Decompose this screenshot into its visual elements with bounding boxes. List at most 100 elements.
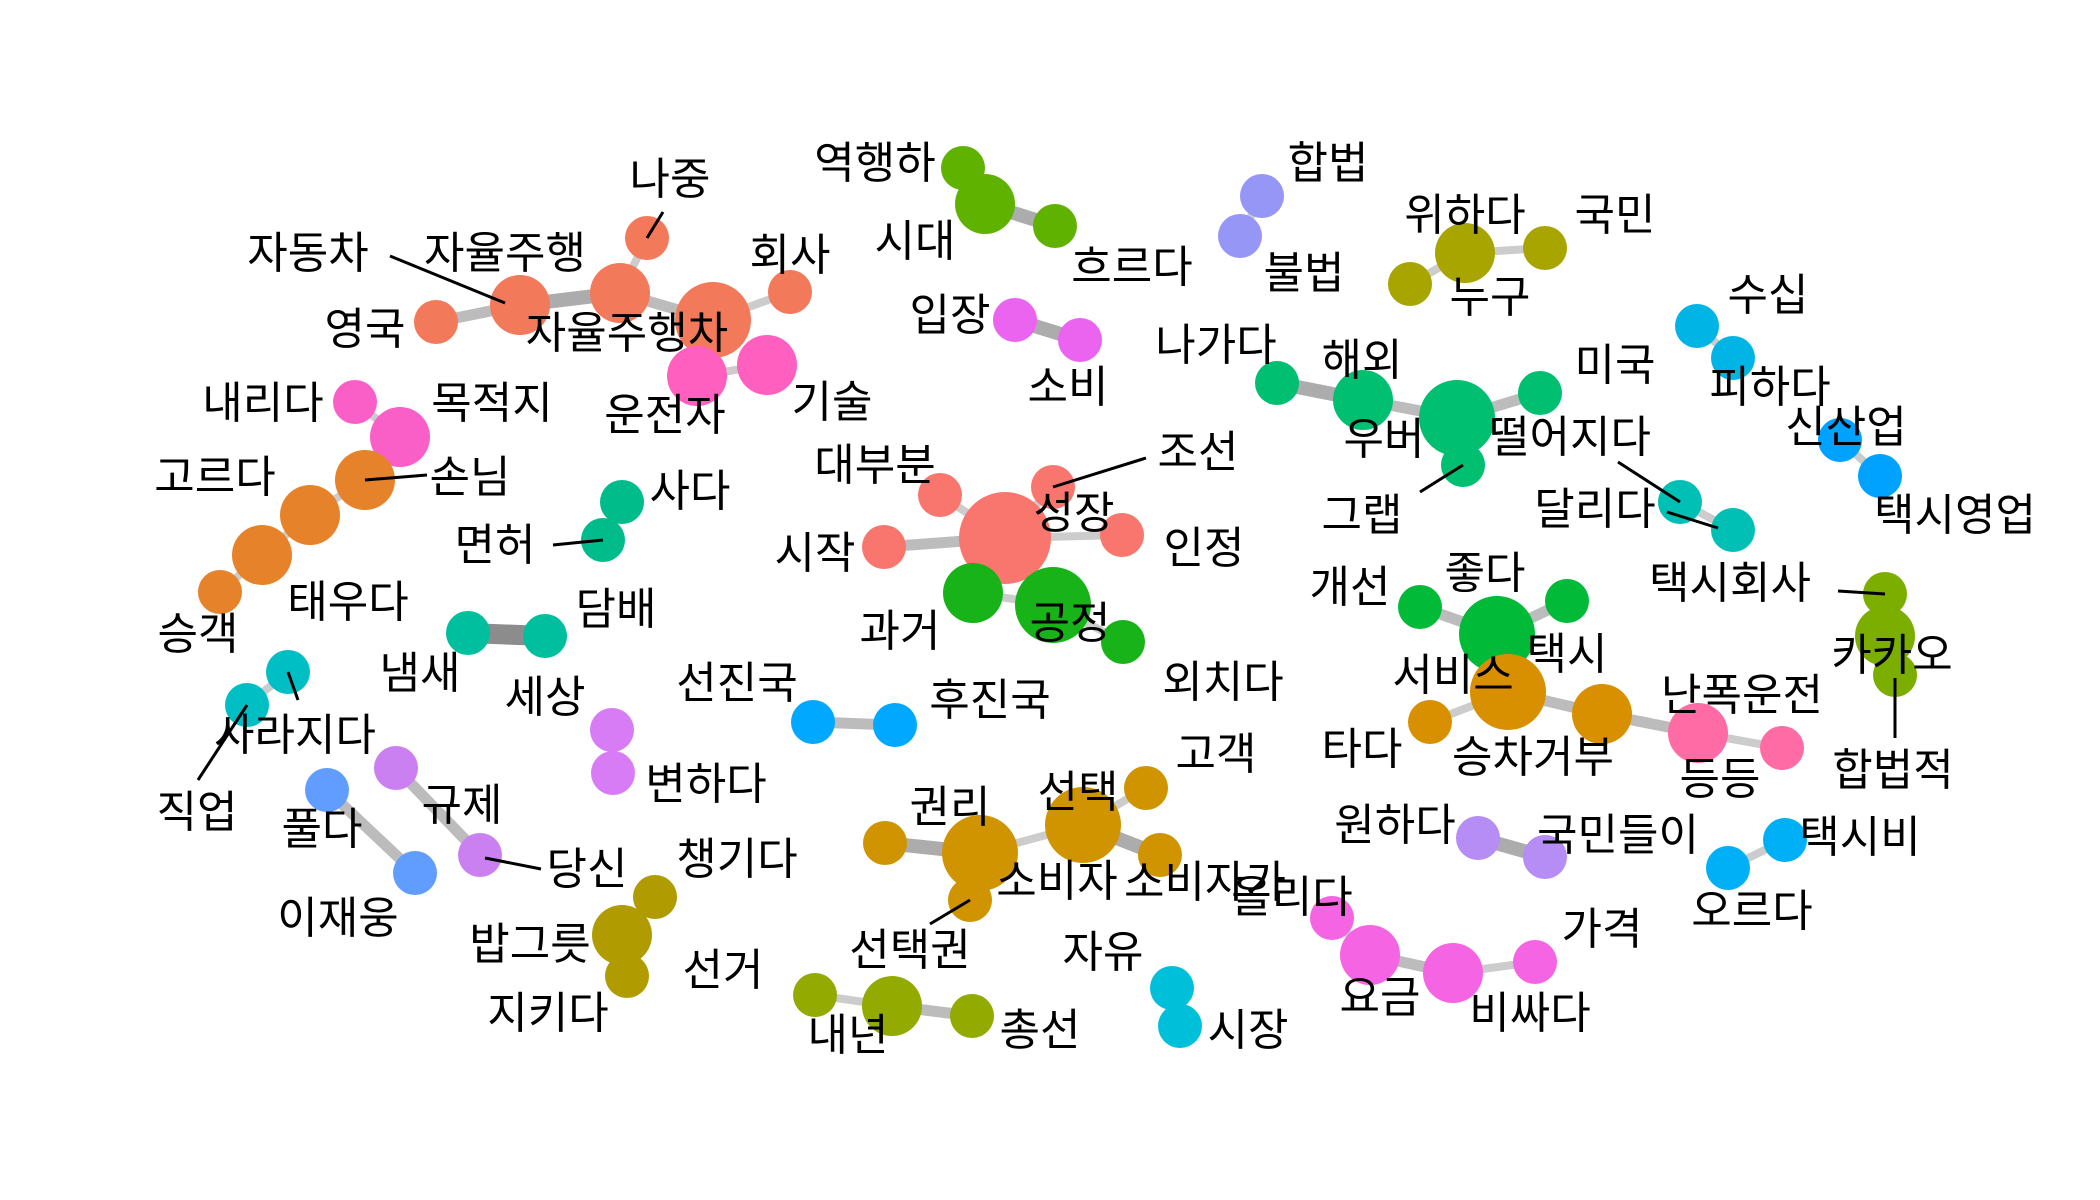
node-eb8bb9ec8ba0 [393,851,437,895]
node-ec98aceba6aceb8ba4 [1310,896,1354,940]
node-ec9b90ed9598eb8ba4 [1456,816,1500,860]
node-ec8898ec8bad [1675,304,1719,348]
node-label-ec8b9cec9ea5: 시장 [1208,1005,1289,1056]
node-eb8884eab5ac [1388,262,1432,306]
node-label-eb82b4eb8584: 내년 [808,1010,889,1061]
node-label-ec9ab0ebb284: 우버 [1344,414,1425,465]
node-ec9db4ec9eacec9b85 [305,768,349,812]
node-label-ecb49dec84a0: 총선 [1000,1005,1081,1056]
node-label-ec868cebb984: 소비 [1028,362,1109,413]
node-ed95a9ebb295eca081 [1873,653,1917,697]
node-ec8b9cec9e91 [862,525,906,569]
node-label-ec9b90ed9598eb8ba4: 원하다 [1334,800,1455,851]
node-ed94bced9598eb8ba4 [1711,336,1755,380]
node-label-eb8298eca491: 나중 [630,154,711,205]
node-ed839dec8b9cebb984 [1763,818,1807,862]
node-label-ec97aded9689ed9598: 역행하 [814,138,935,189]
node-label-ec868cebb984ec9e90: 소비자 [996,856,1117,907]
node-label-eb8298eab080eb8ba4: 나가다 [1155,320,1276,371]
node-label-ebb984ec8bb8eb8ba4: 비싸다 [1469,988,1590,1039]
node-label-ec8b9ceb8c80: 시대 [875,216,956,267]
node-ed839dec8b9cec9881ec9785 [1858,454,1902,498]
node-label-ed9280eb8ba4: 풀다 [282,804,363,855]
node-eab3a0eba5b4eb8ba4 [280,485,340,545]
leader-line-ed839dec8b9ced9a8cec82ac [1837,589,1886,596]
node-label-eab3b5eca095: 공정 [1030,598,1111,649]
node-eb8baceba6aceb8ba4 [1711,508,1755,552]
node-ec9881eab5ad [414,300,458,344]
node-eb8298eab080eb8ba4 [1255,361,1299,405]
node-label-ebb0a5eab7b8eba687: 밥그릇 [469,919,590,970]
node-ec9e90eb8f99ecb0a8 [490,275,550,335]
node-label-ed95a9ebb295eca081: 합법적 [1832,745,1953,796]
leader-line-ec82aceb9dbceca780eb8ba4 [286,671,300,701]
node-label-eb93b1eb93b1: 등등 [1680,754,1761,805]
node-ec868cebb984 [1058,318,1102,362]
node-label-ed95a9ebb295: 합법 [1288,138,1369,189]
node-label-ebb688ebb295: 불법 [1264,248,1345,299]
node-label-ecb9b4ecb9b4ec98a4: 카카오 [1831,630,1952,681]
node-label-ec868cebb984ec9e90eab080: 소비자가 [1124,857,1286,908]
node-label-ec82aceb8ba4: 사다 [650,466,731,517]
node-label-eb829ced8fadec9ab4eca084: 난폭운전 [1661,670,1823,721]
node-eb8384ec8388 [446,611,490,655]
node-ec8ab9ecb0a8eab1b0ebb680 [1572,684,1632,744]
node-ed95a9ebb295 [1240,174,1284,218]
node-ec9c84ed9598eb8ba4 [1435,223,1495,283]
node-label-eab3bceab1b0: 과거 [860,606,941,657]
leader-line-eba9b4ed9788 [552,538,604,547]
label-leader-lines [196,211,1897,926]
node-ec99b8ecb998eb8ba4 [1101,620,1145,664]
node-ec84b1ec9ea5 [959,492,1051,584]
node-eb93b1eb93b1 [1760,726,1804,770]
node-ec9db8eca095 [1100,513,1144,557]
node-label-ecb199eab8b0eb8ba4: 챙기다 [676,834,797,885]
node-ec84a0eca784eab5ad [791,700,835,744]
node-label-eca1b0ec84a0: 조선 [1158,427,1239,478]
node-ecb199eab8b0eb8ba4 [633,875,677,919]
node-ec84a0ed839d [1045,787,1121,863]
node-label-eab3a0eba5b4eb8ba4: 고르다 [154,452,275,503]
node-label-ec8898ec8bad: 수십 [1728,270,1809,321]
node-eab79ceca09c [458,833,502,877]
node-label-ec82aceb9dbceca780eb8ba4: 사라지다 [214,710,376,761]
node-label-ec8b9cec9e91: 시작 [775,528,856,579]
node-label-eab09cec84a0: 개선 [1310,562,1391,613]
node-ecb49dec84a0 [950,994,994,1038]
node-eb82b4eba6aceb8ba4 [333,380,377,424]
node-eca28beb8ba4 [1459,596,1535,672]
node-eab68ceba6ac [863,821,907,865]
node-label-ed839dec8b9c: 택시 [1527,629,1608,680]
node-ed9a8cec82ac [768,270,812,314]
node-label-ec84a0ed839d: 선택 [1038,767,1119,818]
node-label-ec84a0eca784eab5ad: 선진국 [676,658,797,709]
node-ec8ab9eab09d [198,570,242,614]
node-label-ed94bced9598eb8ba4: 피하다 [1709,362,1830,413]
node-ecb9b4ecb9b4ec98a4 [1855,606,1915,666]
node-eb82b4eb8584 [862,976,922,1036]
node-ec9e85ec9ea5 [993,298,1037,342]
node-ed839dec8b9c [1545,579,1589,623]
node-eab3b5eca095 [1015,567,1091,643]
node-ebb380ed9598eb8ba4 [591,751,635,795]
node-label-ec9881eab5ad: 영국 [325,304,406,355]
node-label-ed839dec8b9ced9a8cec82ac: 택시회사 [1649,558,1811,609]
node-label-ec84b1ec9ea5: 성장 [1034,488,1115,539]
leader-line-eb8baceba6aceb8ba4 [1666,510,1719,530]
node-label-ec849cebb984ec8aa4: 서비스 [1392,650,1513,701]
node-label-eb8bb4ebb0b0: 담배 [576,584,657,635]
node-label-ed8380eb8ba4: 타다 [1322,724,1403,775]
node-label-ec9e90ec9ca8eca3bced9689: 자율주행 [424,228,586,279]
node-eab5adebafbc [1523,226,1567,270]
node-ec9ab4eca084ec9e90 [667,346,727,406]
node-ec84a0eab1b0 [793,973,837,1017]
node-label-ec98aceba6aceb8ba4: 올리다 [1231,872,1352,923]
node-ec82aceb8ba4 [600,480,644,524]
node-label-eab080eab2a9: 가격 [1562,904,1643,955]
leader-line-eb8298eca491 [645,211,665,239]
node-label-eab68ceba6ac: 권리 [910,782,991,833]
node-label-eab3a0eab09d: 고객 [1176,729,1257,780]
node-eab080eab2a9 [1513,940,1557,984]
node-ebb984ec8bb8eb8ba4 [1423,943,1483,1003]
